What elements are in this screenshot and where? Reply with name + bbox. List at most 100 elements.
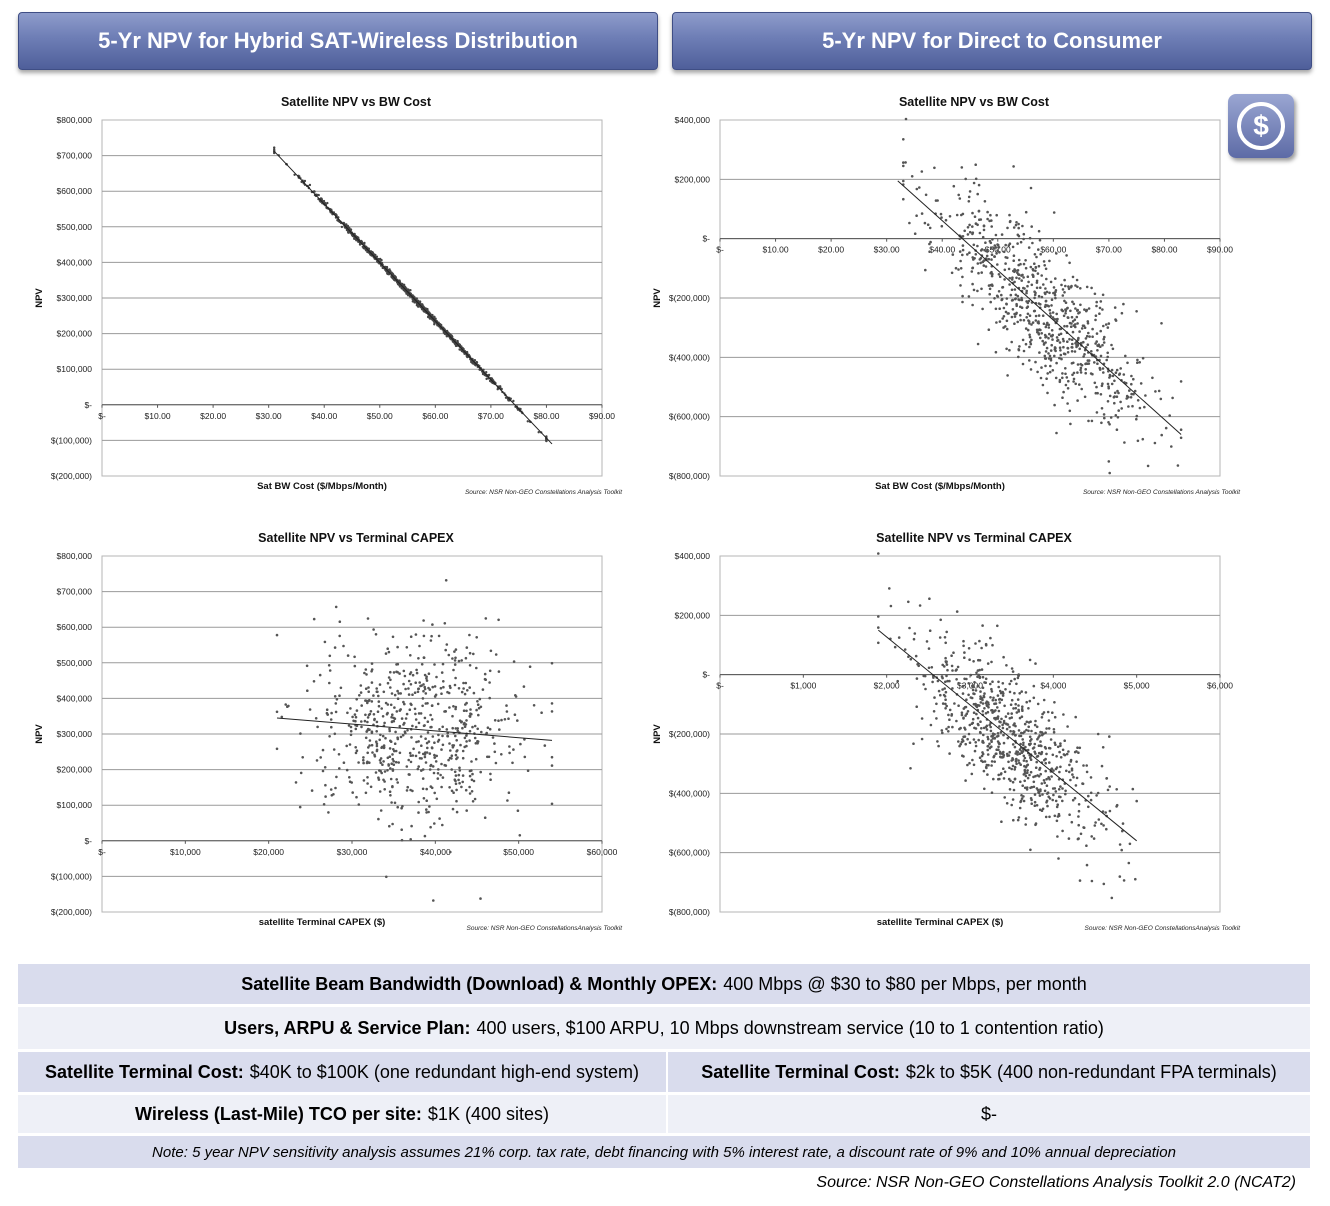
data-point (378, 683, 382, 686)
data-point (950, 271, 954, 275)
x-tick-label: $50,000 (503, 847, 534, 857)
data-point (929, 723, 933, 727)
data-point (452, 705, 455, 708)
data-point (1049, 738, 1053, 741)
data-point (471, 772, 474, 776)
data-point (1039, 772, 1042, 776)
data-point (1024, 765, 1028, 769)
data-point (1022, 795, 1025, 798)
data-point (1018, 692, 1021, 695)
data-point (1006, 374, 1009, 377)
data-point (1107, 460, 1111, 463)
data-point (1071, 300, 1074, 304)
data-point (995, 321, 998, 324)
data-point (1084, 337, 1088, 340)
wireless-tco-label: Wireless (Last-Mile) TCO per site: (135, 1103, 422, 1124)
data-point (1060, 308, 1063, 312)
data-point (396, 697, 400, 700)
data-point (394, 749, 398, 753)
data-point (964, 728, 967, 731)
data-point (485, 731, 489, 735)
data-point (334, 605, 338, 609)
data-point (370, 731, 374, 735)
data-point (1019, 763, 1022, 766)
data-point (468, 664, 472, 667)
y-tick-label: $800,000 (57, 115, 93, 125)
data-point (923, 674, 927, 678)
data-point (1013, 677, 1016, 681)
data-point (997, 773, 1000, 777)
data-point (345, 744, 349, 748)
data-point (364, 791, 368, 795)
data-point (545, 439, 548, 442)
data-point (1054, 799, 1058, 803)
data-point (479, 897, 482, 900)
data-point (1046, 391, 1049, 395)
data-point (1014, 223, 1018, 227)
data-point (375, 742, 379, 746)
data-point (1047, 795, 1050, 799)
data-point (1017, 704, 1020, 707)
data-point (464, 788, 468, 792)
data-point (1028, 699, 1032, 703)
data-point (460, 785, 463, 789)
data-point (961, 248, 965, 252)
data-point (519, 742, 522, 746)
data-point (1013, 270, 1016, 274)
data-point (1073, 796, 1077, 800)
data-point (375, 744, 379, 748)
data-point (362, 756, 365, 759)
data-point (1056, 338, 1060, 342)
data-point (513, 713, 517, 716)
data-point (1110, 896, 1114, 900)
data-point (1080, 387, 1083, 391)
data-point (1070, 350, 1074, 353)
data-point (1048, 370, 1052, 374)
data-point (363, 241, 366, 245)
data-point (935, 702, 938, 706)
data-point (1037, 790, 1040, 794)
data-point (1078, 330, 1081, 333)
data-point (1064, 367, 1067, 370)
data-point (999, 773, 1003, 776)
data-point (1075, 315, 1079, 319)
data-point (360, 720, 363, 723)
data-point (1033, 309, 1037, 313)
data-point (1061, 294, 1065, 297)
data-point (1012, 732, 1015, 735)
data-point (1008, 276, 1011, 280)
data-point (462, 681, 465, 685)
data-point (987, 703, 990, 706)
data-point (1179, 436, 1183, 440)
data-point (1025, 759, 1028, 763)
data-point (996, 717, 1000, 720)
data-point (1072, 361, 1075, 365)
data-point (998, 307, 1001, 310)
data-point (407, 693, 411, 696)
data-point (350, 781, 354, 784)
data-point (1131, 787, 1135, 791)
data-point (997, 290, 1001, 293)
data-point (377, 694, 380, 698)
data-point (1135, 414, 1139, 418)
data-point (431, 735, 435, 738)
data-point (1058, 750, 1061, 754)
data-point (1034, 291, 1037, 295)
data-point (1056, 803, 1059, 806)
data-point (1075, 776, 1079, 780)
data-point (1087, 362, 1091, 365)
data-point (449, 749, 452, 752)
data-point (1024, 210, 1028, 214)
data-point (1040, 332, 1043, 335)
data-point (932, 710, 936, 713)
data-point (1052, 769, 1055, 772)
data-point (1013, 315, 1017, 318)
data-point (975, 671, 978, 675)
data-point (994, 752, 998, 756)
data-point (1054, 790, 1058, 793)
data-point (447, 758, 450, 762)
data-point (1011, 798, 1015, 801)
data-point (1012, 818, 1015, 822)
data-point (440, 748, 443, 751)
y-tick-label: $200,000 (675, 174, 711, 184)
